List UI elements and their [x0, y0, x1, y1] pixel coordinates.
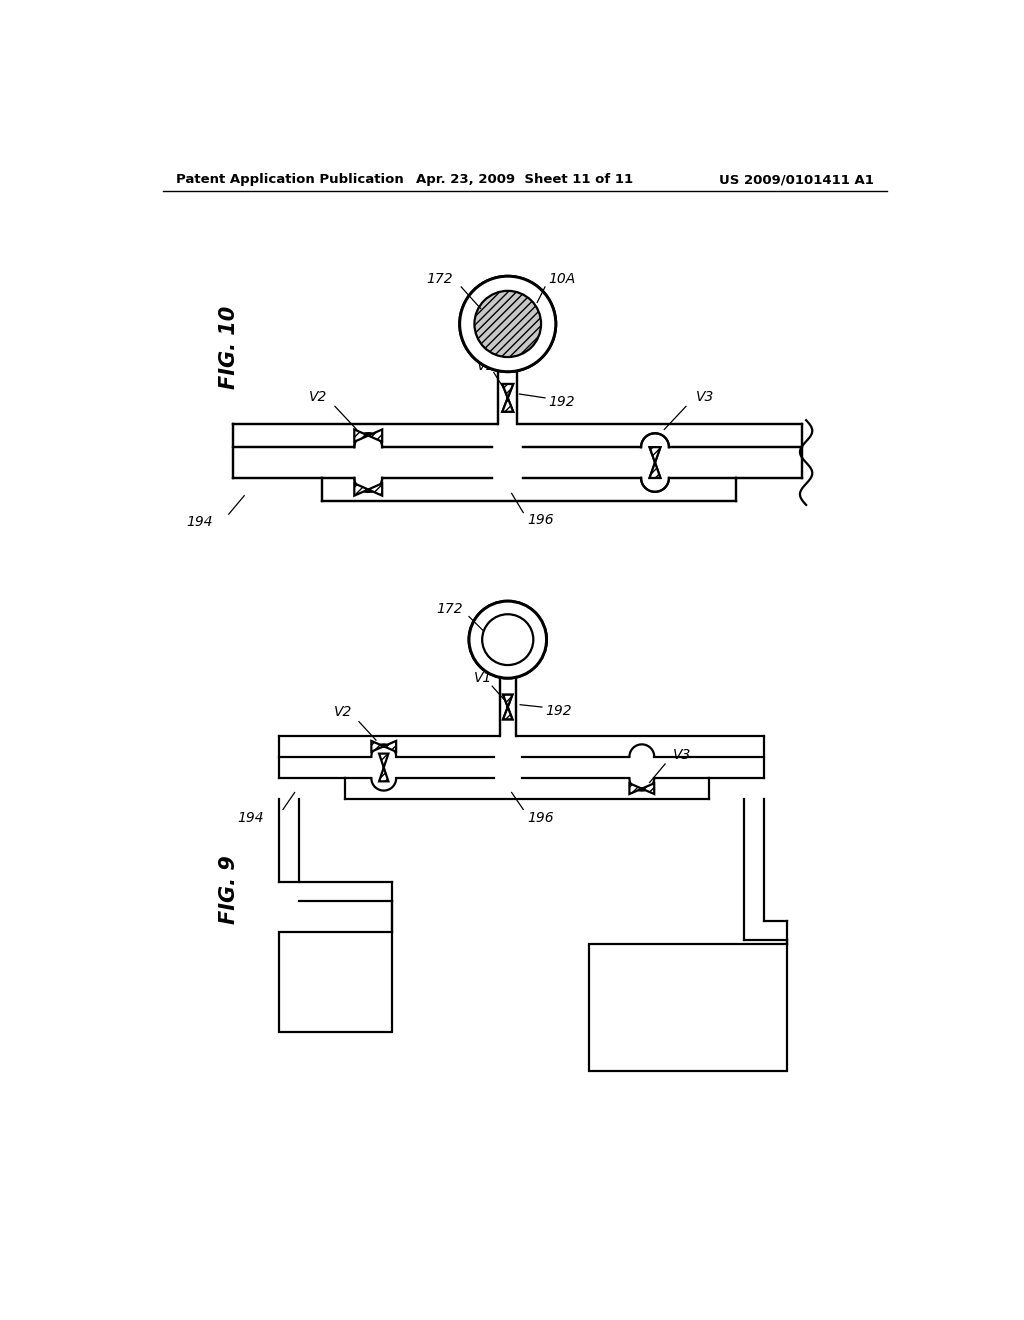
Circle shape [460, 276, 556, 372]
Circle shape [482, 614, 534, 665]
Bar [280, 737, 764, 756]
Bar [232, 424, 802, 447]
Circle shape [469, 601, 547, 678]
Polygon shape [503, 694, 512, 719]
Polygon shape [630, 783, 654, 795]
Polygon shape [503, 384, 513, 412]
Text: 172: 172 [426, 272, 453, 286]
Text: 192: 192 [545, 704, 571, 718]
Text: FIG. 9: FIG. 9 [219, 855, 239, 924]
Bar [499, 372, 517, 424]
Text: 196: 196 [527, 810, 554, 825]
Polygon shape [354, 483, 382, 496]
Circle shape [474, 290, 541, 358]
Polygon shape [649, 447, 660, 478]
Circle shape [482, 614, 534, 665]
Polygon shape [503, 694, 512, 719]
Text: 194: 194 [237, 810, 263, 825]
Text: SHALE SHAKERS
AND/OR OTHER NON-
PRESSURISED MUD
TREATMENT: SHALE SHAKERS AND/OR OTHER NON- PRESSURI… [609, 975, 767, 1039]
Polygon shape [372, 741, 396, 751]
Text: V2: V2 [308, 391, 327, 404]
Text: 194: 194 [186, 515, 213, 529]
Circle shape [469, 601, 547, 678]
Circle shape [460, 276, 556, 372]
Text: V1: V1 [474, 671, 493, 685]
Text: FIG. 10: FIG. 10 [219, 305, 239, 388]
Bar [322, 478, 736, 502]
Polygon shape [379, 754, 388, 781]
Circle shape [474, 290, 541, 358]
Bar [280, 932, 391, 1032]
Text: 172: 172 [436, 602, 463, 616]
Bar [500, 678, 515, 737]
Text: 192: 192 [548, 395, 574, 409]
Text: 10A: 10A [549, 272, 575, 286]
Text: 196: 196 [527, 513, 554, 527]
Bar [345, 779, 710, 799]
Polygon shape [354, 429, 382, 442]
Text: V3: V3 [673, 747, 691, 762]
Text: V3: V3 [696, 391, 715, 404]
Polygon shape [503, 384, 513, 412]
Polygon shape [649, 447, 660, 478]
Text: Patent Application Publication: Patent Application Publication [176, 173, 403, 186]
Bar [589, 944, 786, 1071]
Text: CHOKE
MANIFOLD: CHOKE MANIFOLD [292, 964, 379, 1001]
Text: V1: V1 [477, 359, 496, 372]
Text: V2: V2 [334, 705, 352, 719]
Text: Apr. 23, 2009  Sheet 11 of 11: Apr. 23, 2009 Sheet 11 of 11 [416, 173, 634, 186]
Text: US 2009/0101411 A1: US 2009/0101411 A1 [719, 173, 873, 186]
